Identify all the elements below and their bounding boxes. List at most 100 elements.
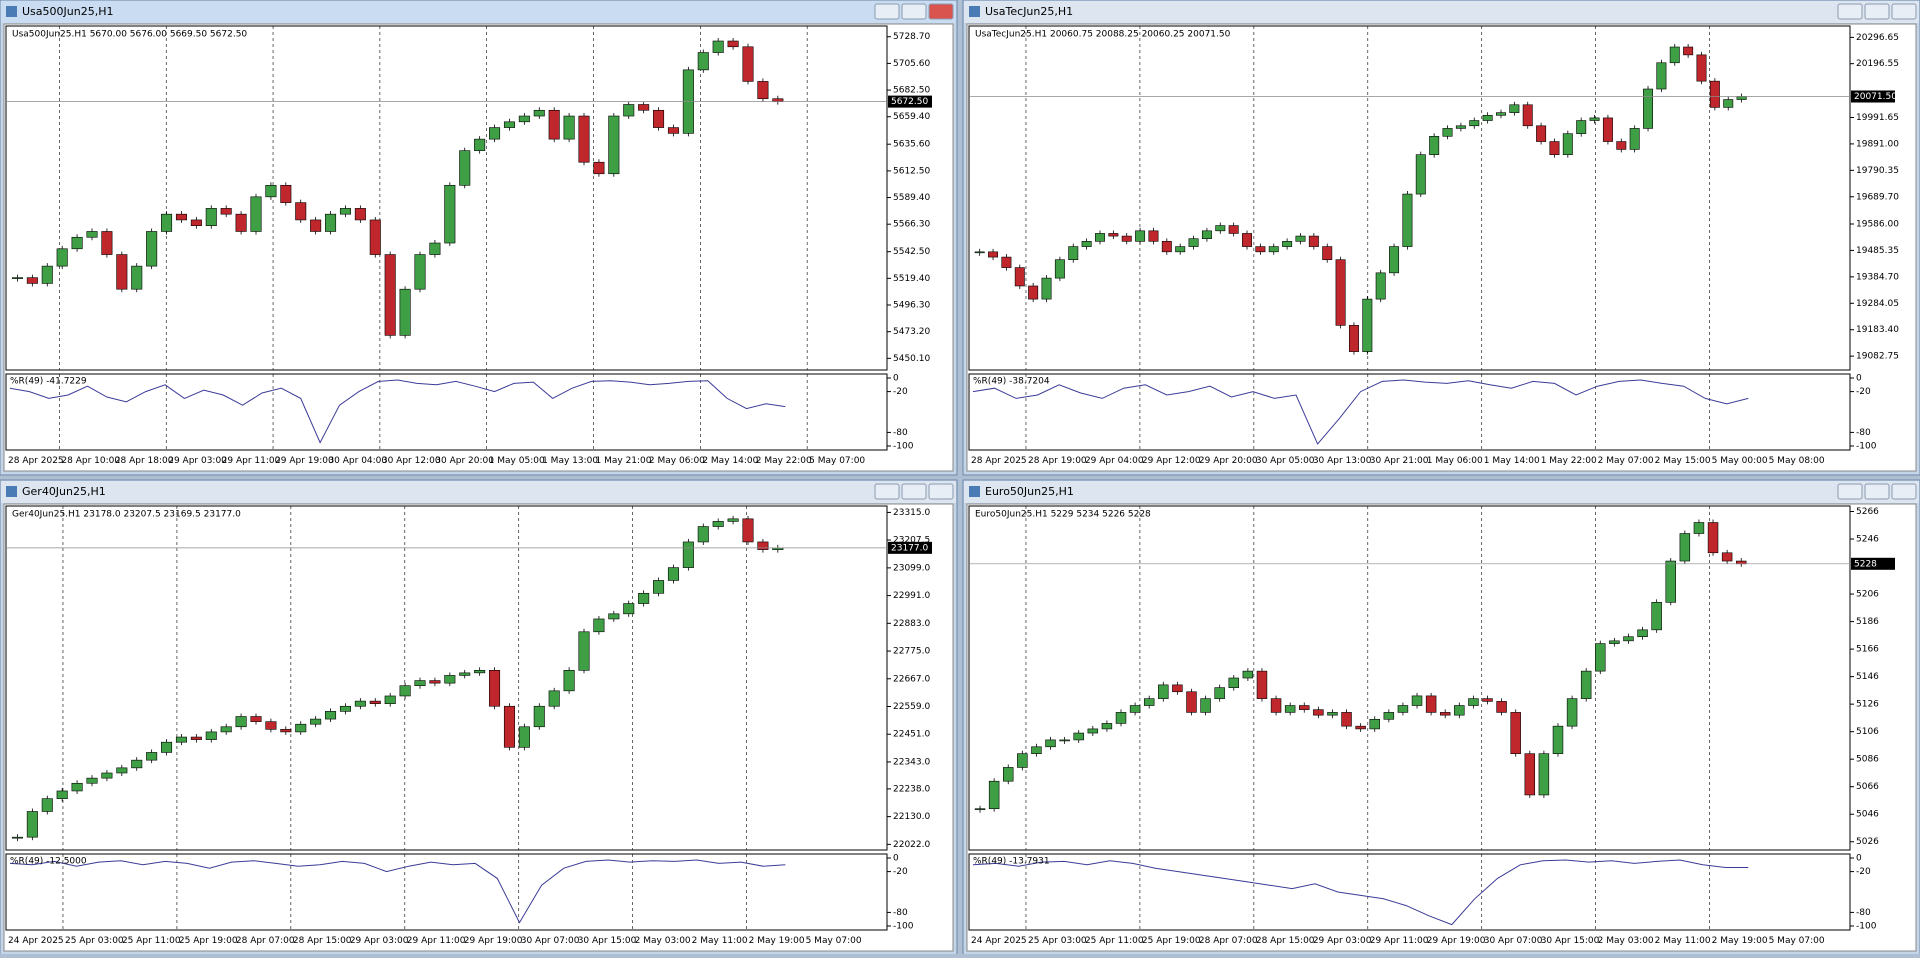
indicator-tick-label: -20	[893, 387, 908, 397]
x-tick-label: 28 Apr 19:00	[1028, 456, 1087, 466]
candle	[1496, 701, 1507, 713]
candle	[1031, 746, 1042, 754]
chart-window: Usa500Jun25,H1 5728.70 5705.60 5682.50 5659.…	[0, 0, 958, 476]
close-button[interactable]	[928, 3, 954, 20]
indicator-tick-label: -100	[893, 922, 914, 932]
close-button[interactable]	[1891, 3, 1917, 20]
close-button[interactable]	[928, 483, 954, 500]
candle	[399, 288, 411, 336]
candle	[131, 759, 143, 769]
candle	[474, 669, 486, 674]
y-tick-label: 5166	[1856, 645, 1879, 655]
maximize-button[interactable]	[901, 3, 927, 20]
candle	[414, 254, 426, 290]
y-tick-label: 5246	[1856, 535, 1879, 545]
candle	[1270, 698, 1282, 713]
candle	[1087, 728, 1099, 734]
close-button[interactable]	[1891, 483, 1917, 500]
x-tick-label: 28 Apr 15:00	[1256, 936, 1315, 946]
x-tick-label: 2 May 15:00	[1655, 456, 1711, 466]
y-tick-label: 19586.00	[1856, 219, 1899, 229]
candle	[593, 161, 605, 175]
chart-header: Usa500Jun25.H1 5670.00 5676.00 5669.50 5…	[12, 30, 247, 40]
candle	[339, 705, 351, 712]
candle	[503, 705, 515, 748]
x-tick-label: 25 Apr 03:00	[65, 936, 124, 946]
candle	[1562, 133, 1573, 155]
candle	[563, 115, 575, 140]
candle	[339, 208, 351, 215]
candle	[1709, 80, 1720, 108]
candle	[593, 618, 605, 633]
indicator-tick-label: -80	[1856, 908, 1871, 918]
minimize-button[interactable]	[874, 483, 900, 500]
candle	[444, 675, 456, 684]
candle	[772, 98, 784, 102]
x-tick-label: 29 Apr 11:00	[222, 456, 281, 466]
candle	[474, 138, 486, 151]
x-tick-label: 1 May 05:00	[489, 456, 545, 466]
x-tick-label: 1 May 14:00	[1484, 456, 1540, 466]
minimize-button[interactable]	[1837, 483, 1863, 500]
x-tick-label: 28 Apr 15:00	[293, 936, 352, 946]
candle	[1602, 117, 1613, 142]
minimize-button[interactable]	[1837, 3, 1863, 20]
candle	[1215, 225, 1226, 232]
y-tick-label: 19891.00	[1856, 139, 1899, 149]
chart-header: Ger40Jun25.H1 23178.0 23207.5 23169.5 23…	[12, 510, 241, 520]
candle	[653, 109, 665, 128]
candle	[444, 185, 456, 244]
candle	[1242, 233, 1252, 247]
y-tick-label: 23099.0	[893, 563, 930, 573]
x-tick-label: 24 Apr 2025	[8, 936, 64, 946]
x-tick-label: 2 May 07:00	[1598, 456, 1654, 466]
candle	[548, 690, 560, 707]
candle	[489, 127, 501, 140]
y-tick-label: 23315.0	[893, 508, 930, 518]
x-tick-label: 29 Apr 03:00	[350, 936, 409, 946]
candle	[667, 567, 679, 581]
y-tick-label: 5589.40	[893, 193, 930, 203]
indicator-tick-label: 0	[893, 854, 899, 864]
x-tick-label: 30 Apr 15:00	[1541, 936, 1600, 946]
candle	[1362, 298, 1373, 352]
maximize-button[interactable]	[1864, 483, 1890, 500]
indicator-line	[9, 859, 786, 924]
chart-window: Euro50Jun25,H1 5266 5246 5206 5186 5166 5146 51…	[962, 479, 1920, 956]
x-tick-label: 28 Apr 10:00	[61, 456, 120, 466]
candle	[1580, 670, 1592, 699]
candle	[1595, 643, 1606, 672]
candle	[1524, 753, 1536, 796]
last-price-box	[888, 541, 932, 554]
maximize-button[interactable]	[901, 483, 927, 500]
chart-area	[3, 503, 954, 952]
y-tick-label: 5206	[1856, 590, 1879, 600]
indicator-pane	[968, 373, 1851, 451]
y-tick-label: 5106	[1856, 727, 1879, 737]
indicator-pane	[968, 853, 1851, 931]
x-tick-label: 29 Apr 11:00	[407, 936, 466, 946]
x-tick-label: 2 May 03:00	[635, 936, 691, 946]
window-icon	[6, 6, 17, 17]
y-tick-label: 19284.05	[1856, 299, 1899, 309]
candle	[988, 251, 999, 258]
maximize-button[interactable]	[1864, 3, 1890, 20]
candle	[1454, 705, 1465, 716]
x-tick-label: 5 May 07:00	[806, 936, 862, 946]
window-title: UsaTecJun25,H1	[985, 5, 1073, 18]
x-tick-label: 30 Apr 15:00	[578, 936, 637, 946]
candle	[742, 46, 754, 82]
x-tick-label: 2 May 06:00	[649, 456, 705, 466]
minimize-button[interactable]	[874, 3, 900, 20]
candle	[1095, 233, 1105, 242]
candle	[146, 752, 158, 761]
x-tick-label: 29 Apr 04:00	[1085, 456, 1144, 466]
candle	[429, 680, 441, 684]
candle	[220, 208, 232, 215]
x-tick-label: 30 Apr 13:00	[1313, 456, 1372, 466]
candle	[190, 736, 202, 740]
candle	[988, 780, 1000, 810]
y-tick-label: 19384.70	[1856, 272, 1899, 282]
candle	[1656, 62, 1667, 90]
